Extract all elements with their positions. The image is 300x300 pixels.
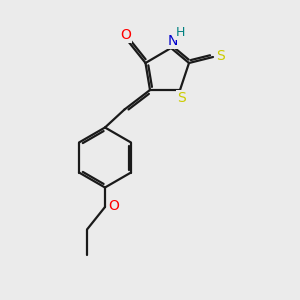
Text: O: O (121, 28, 131, 42)
Text: O: O (108, 200, 119, 213)
Text: S: S (177, 91, 186, 104)
Text: N: N (167, 34, 178, 48)
Text: S: S (216, 49, 225, 62)
Text: H: H (175, 26, 185, 40)
